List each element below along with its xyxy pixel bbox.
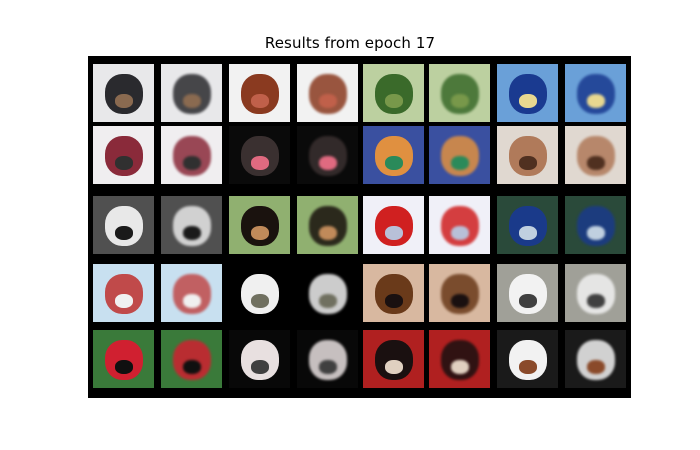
sample-reconstruction-dog-rottweiler <box>297 196 358 254</box>
accent-shape <box>385 156 403 170</box>
sample-input-cat-dark <box>229 330 290 388</box>
sample-reconstruction-fire-truck-white <box>429 196 490 254</box>
sample-input-truck-blue <box>497 64 558 122</box>
accent-shape <box>385 226 403 240</box>
sample-reconstruction-dog-brown <box>429 264 490 322</box>
accent-shape <box>251 156 269 170</box>
sample-reconstruction-car-blue <box>565 196 626 254</box>
sample-input-fire-truck-white <box>363 196 424 254</box>
accent-shape <box>385 294 403 308</box>
accent-shape <box>183 156 201 170</box>
sample-input-dog-brown-longhair <box>229 64 290 122</box>
sample-reconstruction-person-figure <box>161 264 222 322</box>
accent-shape <box>115 226 133 240</box>
accent-shape <box>451 156 469 170</box>
accent-shape <box>587 156 605 170</box>
sample-input-car-blue <box>497 196 558 254</box>
sample-input-dog-husky <box>93 64 154 122</box>
sample-input-truck-dark <box>93 196 154 254</box>
figure-title: Results from epoch 17 <box>264 34 436 52</box>
accent-shape <box>385 360 403 374</box>
accent-shape <box>451 226 469 240</box>
sample-input-bird-green <box>93 330 154 388</box>
accent-shape <box>519 360 537 374</box>
accent-shape <box>319 360 337 374</box>
accent-shape <box>587 294 605 308</box>
accent-shape <box>115 156 133 170</box>
sample-input-person-figure <box>93 264 154 322</box>
accent-shape <box>115 94 133 108</box>
sample-reconstruction-dog-black-face <box>297 126 358 184</box>
accent-shape <box>587 94 605 108</box>
accent-shape <box>587 360 605 374</box>
accent-shape <box>251 94 269 108</box>
accent-shape <box>385 94 403 108</box>
accent-shape <box>183 294 201 308</box>
sample-reconstruction-bird-green <box>161 330 222 388</box>
accent-shape <box>587 226 605 240</box>
accent-shape <box>319 294 337 308</box>
sample-reconstruction-dog-husky <box>161 64 222 122</box>
sample-input-dog-white-fluffy <box>497 264 558 322</box>
accent-shape <box>519 156 537 170</box>
accent-shape <box>451 94 469 108</box>
accent-shape <box>519 294 537 308</box>
accent-shape <box>115 294 133 308</box>
accent-shape <box>115 360 133 374</box>
sample-reconstruction-dog-spaniel <box>565 330 626 388</box>
image-grid <box>88 56 631 398</box>
sample-input-car-white-road <box>229 264 290 322</box>
sample-input-dog-spaniel <box>497 330 558 388</box>
sample-reconstruction-dog-fluffy-white <box>565 126 626 184</box>
accent-shape <box>319 156 337 170</box>
accent-shape <box>319 94 337 108</box>
sample-reconstruction-car-white-road <box>297 264 358 322</box>
sample-reconstruction-dog-white-fluffy <box>565 264 626 322</box>
sample-reconstruction-dog-tricolor <box>429 330 490 388</box>
sample-input-frog-green <box>363 64 424 122</box>
sample-reconstruction-car-red-white <box>161 126 222 184</box>
accent-shape <box>251 294 269 308</box>
sample-reconstruction-frog-green <box>429 64 490 122</box>
accent-shape <box>319 226 337 240</box>
accent-shape <box>183 360 201 374</box>
accent-shape <box>519 94 537 108</box>
accent-shape <box>251 226 269 240</box>
sample-input-bird-colorful <box>363 126 424 184</box>
accent-shape <box>519 226 537 240</box>
sample-reconstruction-dog-brown-longhair <box>297 64 358 122</box>
sample-reconstruction-truck-blue <box>565 64 626 122</box>
sample-input-dog-brown <box>363 264 424 322</box>
sample-input-dog-fluffy-white <box>497 126 558 184</box>
sample-input-dog-black-face <box>229 126 290 184</box>
sample-input-car-red-white <box>93 126 154 184</box>
sample-reconstruction-cat-dark <box>297 330 358 388</box>
sample-input-dog-tricolor <box>363 330 424 388</box>
accent-shape <box>183 94 201 108</box>
accent-shape <box>451 294 469 308</box>
sample-reconstruction-bird-colorful <box>429 126 490 184</box>
accent-shape <box>451 360 469 374</box>
sample-reconstruction-truck-dark <box>161 196 222 254</box>
sample-input-dog-rottweiler <box>229 196 290 254</box>
accent-shape <box>251 360 269 374</box>
accent-shape <box>183 226 201 240</box>
